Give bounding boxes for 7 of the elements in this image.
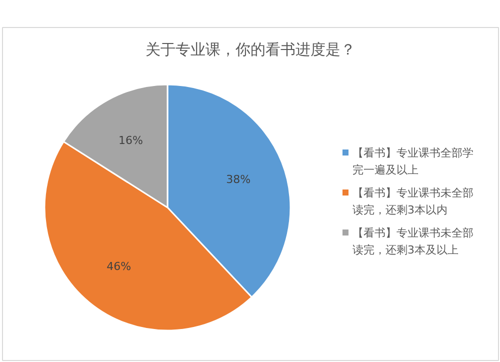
data-label: 38%: [226, 172, 251, 186]
legend-label: 【看书】专业课书未全部读完，还剩3本以内: [352, 186, 474, 216]
legend-label: 【看书】专业课书未全部读完，还剩3本及以上: [352, 226, 474, 256]
data-label: 16%: [118, 134, 143, 148]
data-label: 46%: [106, 260, 132, 273]
legend-label: 【看书】专业课书全部学完一遍及以上: [352, 146, 474, 176]
chart-title: 关于专业课，你的看书进度是？: [146, 40, 356, 58]
